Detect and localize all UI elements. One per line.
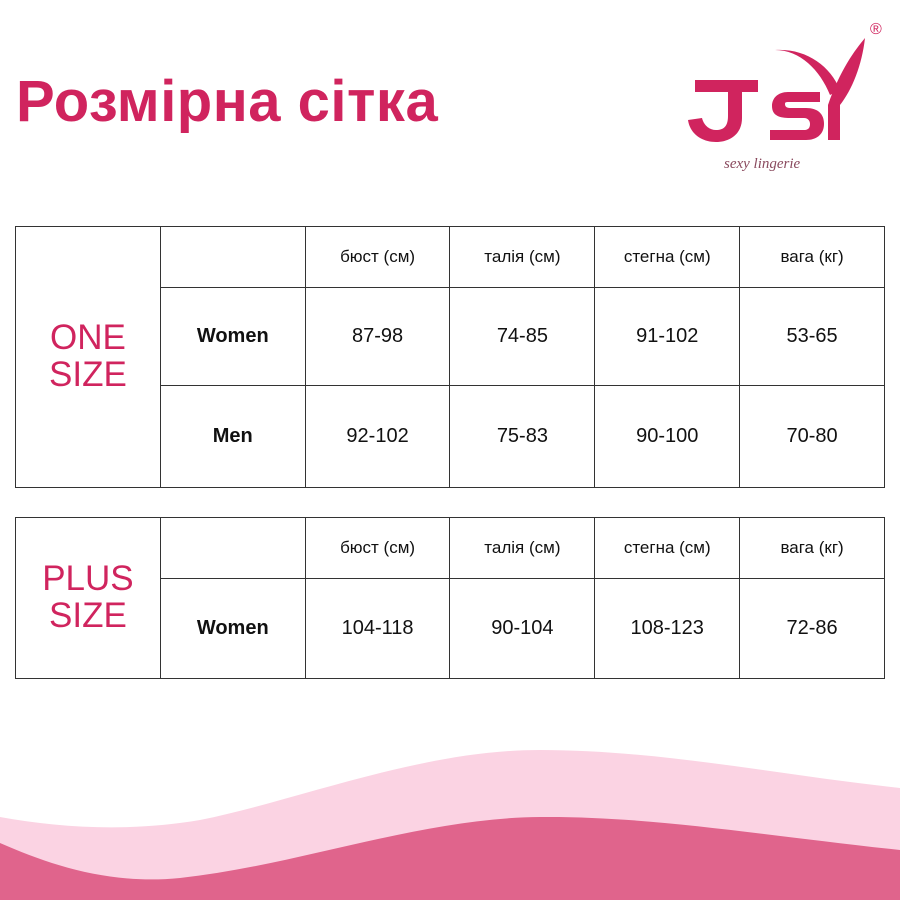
row-label: Men <box>159 385 306 488</box>
cell: 104-118 <box>304 578 451 679</box>
cell: 108-123 <box>594 578 741 679</box>
table-row: Women 87-98 74-85 91-102 53-65 <box>16 287 885 386</box>
cell: 53-65 <box>739 287 885 386</box>
table-row: Women 104-118 90-104 108-123 72-86 <box>16 578 885 679</box>
cell: 74-85 <box>449 287 596 386</box>
cell: 92-102 <box>304 385 451 488</box>
row-label: Women <box>159 287 306 386</box>
table-row: Men 92-102 75-83 90-100 70-80 <box>16 385 885 488</box>
header-waist: талія (см) <box>449 226 596 288</box>
cell: 91-102 <box>594 287 741 386</box>
svg-text:sexy lingerie: sexy lingerie <box>724 156 801 172</box>
brand-logo: ® sexy lingerie <box>688 21 882 172</box>
cell: 87-98 <box>304 287 451 386</box>
header-waist: талія (см) <box>449 517 596 579</box>
header-weight: вага (кг) <box>739 226 885 288</box>
cell: 90-100 <box>594 385 741 488</box>
cell: 70-80 <box>739 385 885 488</box>
plus-size-label: PLUS SIZE <box>15 517 161 679</box>
header-weight: вага (кг) <box>739 517 885 579</box>
cell: 72-86 <box>739 578 885 679</box>
svg-text:®: ® <box>870 21 882 38</box>
header-bust: бюст (см) <box>304 226 451 288</box>
cell: 90-104 <box>449 578 596 679</box>
decorative-wave <box>0 750 900 900</box>
plus-size-table: PLUS SIZE бюст (см) талія (см) стегна (см… <box>15 517 885 679</box>
one-size-label: ONE SIZE <box>15 226 161 488</box>
header-hips: стегна (см) <box>594 517 741 579</box>
cell: 75-83 <box>449 385 596 488</box>
one-size-table: ONE SIZE бюст (см) талія (см) стегна (см)… <box>15 226 885 488</box>
page-title: Розмірна сітка <box>16 69 439 134</box>
ear-icon <box>775 49 840 95</box>
header-hips: стегна (см) <box>594 226 741 288</box>
wave-dark <box>0 816 900 900</box>
row-label: Women <box>159 578 306 679</box>
header-bust: бюст (см) <box>304 517 451 579</box>
